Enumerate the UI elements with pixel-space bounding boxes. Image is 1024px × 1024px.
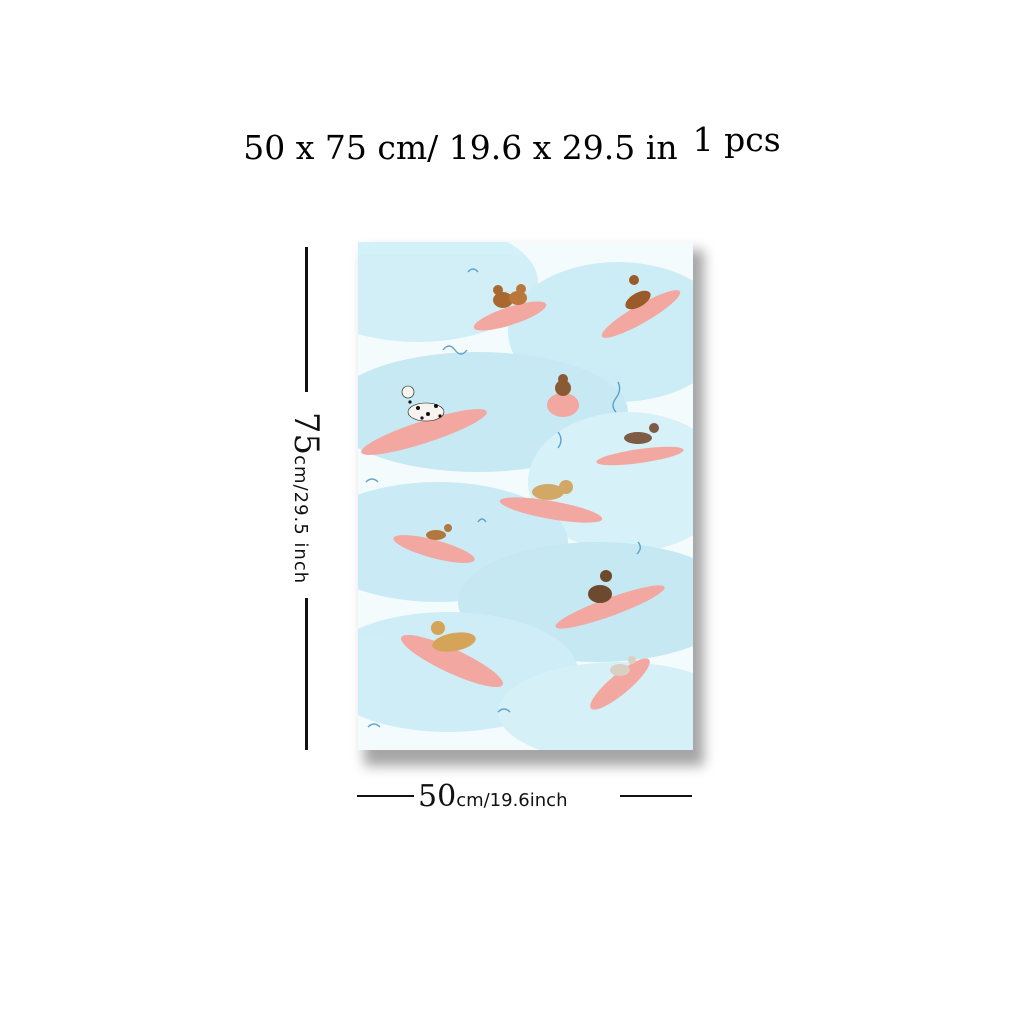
- width-unit: cm/19.6inch: [456, 790, 568, 811]
- height-line-bottom: [305, 598, 308, 750]
- poster-artwork: [358, 242, 693, 750]
- width-label: 50cm/19.6inch: [418, 779, 567, 814]
- width-line-left: [357, 795, 414, 797]
- pieces-count: 1 pcs: [692, 120, 781, 159]
- wave-squiggles: [365, 268, 641, 728]
- dogs: [401, 275, 659, 676]
- size-text: 50 x 75 cm/ 19.6 x 29.5 in: [243, 128, 678, 167]
- width-value: 50: [418, 779, 457, 814]
- surfboards: [361, 290, 684, 710]
- height-value: 75: [286, 411, 326, 456]
- surfing-dogs-illustration: [358, 242, 693, 750]
- height-label: 75cm/29.5 inch: [286, 412, 326, 584]
- product-size-title: 50 x 75 cm/ 19.6 x 29.5 in 1 pcs: [0, 120, 1024, 167]
- width-line-right: [620, 795, 692, 797]
- height-unit: cm/29.5 inch: [290, 455, 311, 585]
- height-line-top: [305, 247, 308, 392]
